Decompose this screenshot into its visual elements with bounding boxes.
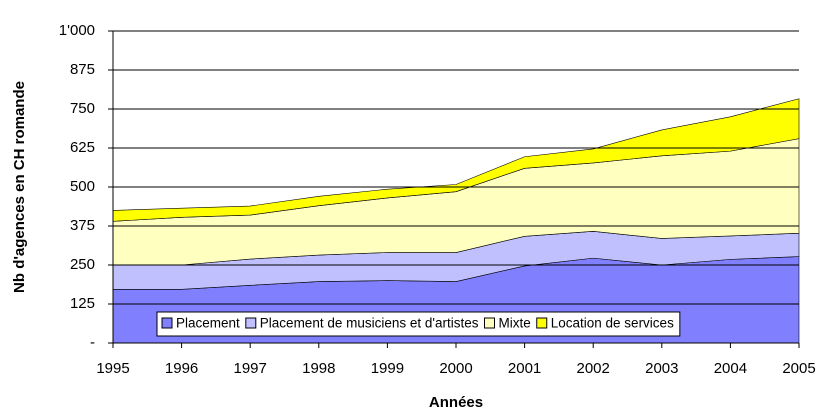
x-tick-label: 2004	[714, 360, 747, 377]
legend-label: Placement	[176, 316, 240, 331]
legend-swatch	[161, 317, 173, 329]
y-tick-label: 750	[70, 100, 95, 117]
x-tick-label: 1998	[302, 360, 335, 377]
y-tick-label: 875	[70, 61, 95, 78]
x-tick-label: 2002	[577, 360, 610, 377]
legend-swatch	[536, 317, 548, 329]
x-tick-label: 2000	[439, 360, 472, 377]
y-tick-label: 500	[70, 178, 95, 195]
area	[112, 98, 800, 222]
y-tick-label: 625	[70, 139, 95, 156]
x-tick-label: 2005	[782, 360, 815, 377]
x-tick-label: 2001	[508, 360, 541, 377]
legend-label: Location de services	[551, 316, 674, 331]
legend-swatch	[245, 317, 257, 329]
x-axis-label: Années	[429, 394, 483, 411]
legend-label: Mixte	[498, 316, 530, 331]
y-axis-label: Nb d'agences en CH romande	[11, 81, 28, 293]
y-tick-label: 1'000	[59, 22, 95, 39]
x-tick-label: 1996	[165, 360, 198, 377]
legend: Placement Placement de musiciens et d'art…	[156, 311, 681, 337]
x-tick-label: 1997	[234, 360, 267, 377]
y-tick-label: -	[90, 334, 95, 351]
x-tick-label: 1999	[371, 360, 404, 377]
y-tick-label: 375	[70, 217, 95, 234]
legend-swatch	[483, 317, 495, 329]
legend-label: Placement de musiciens et d'artistes	[260, 316, 479, 331]
y-tick-label: 125	[70, 295, 95, 312]
x-tick-label: 2003	[645, 360, 678, 377]
y-tick-label: 250	[70, 256, 95, 273]
legend-box	[156, 311, 681, 337]
x-tick-label: 1995	[96, 360, 129, 377]
